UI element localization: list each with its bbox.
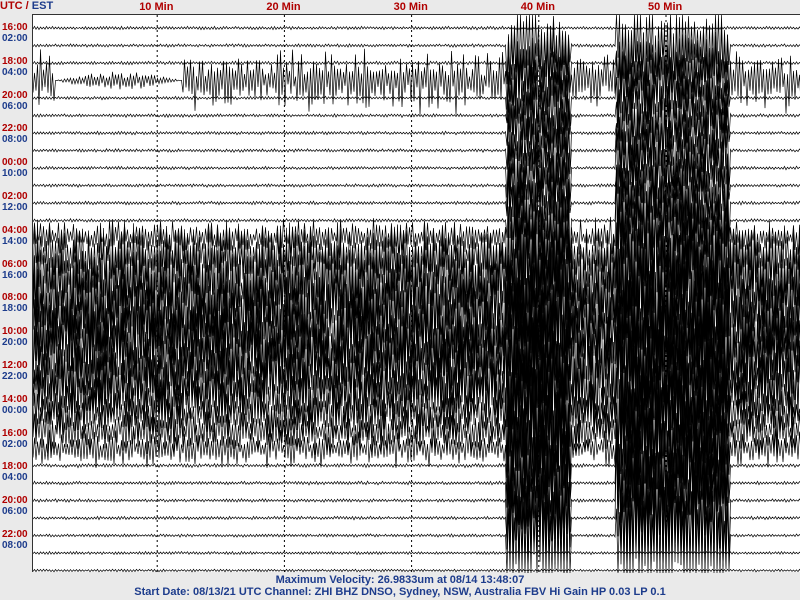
est-time-label: 08:00 bbox=[2, 540, 28, 551]
footer-start-date: Start Date: 08/13/21 UTC Channel: ZHI BH… bbox=[134, 586, 666, 598]
utc-time-label: 14:00 bbox=[2, 393, 28, 405]
est-time-label: 18:00 bbox=[2, 303, 28, 315]
est-time-label: 00:00 bbox=[2, 404, 28, 416]
trace-row-9 bbox=[33, 136, 800, 236]
est-time-label: 06:00 bbox=[2, 100, 28, 112]
utc-time-label: 04:00 bbox=[2, 224, 28, 236]
est-time-label: 20:00 bbox=[2, 337, 28, 349]
est-time-label: 16:00 bbox=[2, 269, 28, 281]
helicorder-svg bbox=[33, 15, 800, 573]
minute-label: 20 Min bbox=[266, 1, 301, 13]
utc-time-label: 10:00 bbox=[2, 326, 28, 338]
trace-row-13 bbox=[33, 166, 800, 329]
est-time-label: 06:00 bbox=[2, 506, 28, 518]
trace-row-31 bbox=[33, 568, 800, 573]
est-time-label: 02:00 bbox=[2, 33, 28, 44]
utc-time-label: 02:00 bbox=[2, 191, 28, 202]
est-time-label: 02:00 bbox=[2, 438, 28, 450]
minute-label: 10 Min bbox=[139, 1, 174, 13]
trace-row-4 bbox=[33, 47, 800, 149]
utc-time-label: 06:00 bbox=[2, 258, 28, 270]
utc-time-label: 16:00 bbox=[2, 427, 28, 439]
trace-row-6 bbox=[33, 83, 800, 184]
trace-row-7 bbox=[33, 102, 800, 200]
footer-max-velocity: Maximum Velocity: 26.9833um at 08/14 13:… bbox=[275, 574, 525, 586]
trace-row-24 bbox=[33, 371, 800, 530]
est-time-label: 08:00 bbox=[2, 134, 28, 146]
utc-time-label: 22:00 bbox=[2, 123, 28, 135]
utc-time-label: 18:00 bbox=[2, 55, 28, 67]
header-utc: UTC bbox=[0, 0, 23, 12]
helicorder-plot bbox=[32, 14, 800, 573]
est-time-label: 04:00 bbox=[2, 472, 28, 484]
trace-row-8 bbox=[33, 116, 800, 217]
utc-time-label: 20:00 bbox=[2, 89, 28, 101]
utc-time-label: 18:00 bbox=[2, 461, 28, 473]
trace-row-30 bbox=[33, 550, 800, 556]
trace-row-29 bbox=[33, 455, 800, 573]
est-time-label: 22:00 bbox=[2, 371, 28, 382]
utc-time-label: 16:00 bbox=[2, 22, 28, 33]
trace-row-17 bbox=[33, 244, 800, 409]
trace-row-23 bbox=[33, 350, 800, 506]
minute-label: 50 Min bbox=[648, 1, 683, 13]
utc-time-label: 00:00 bbox=[2, 157, 28, 169]
est-time-label: 10:00 bbox=[2, 168, 28, 180]
minute-label: 30 Min bbox=[393, 1, 428, 13]
est-time-label: 14:00 bbox=[2, 235, 28, 247]
trace-row-25 bbox=[33, 387, 800, 547]
est-time-label: 04:00 bbox=[2, 66, 28, 78]
header-sep: / bbox=[22, 0, 32, 12]
utc-time-label: 12:00 bbox=[2, 360, 28, 371]
trace-row-3 bbox=[33, 31, 800, 128]
header-est: EST bbox=[31, 0, 54, 12]
est-time-label: 12:00 bbox=[2, 202, 28, 213]
header-timezone: UTC / EST bbox=[0, 0, 53, 14]
utc-time-label: 22:00 bbox=[2, 529, 28, 540]
trace-row-10 bbox=[33, 154, 800, 254]
utc-time-label: 08:00 bbox=[2, 292, 28, 304]
minute-label: 40 Min bbox=[520, 1, 556, 13]
utc-time-label: 20:00 bbox=[2, 495, 28, 507]
trace-row-0 bbox=[33, 25, 800, 31]
